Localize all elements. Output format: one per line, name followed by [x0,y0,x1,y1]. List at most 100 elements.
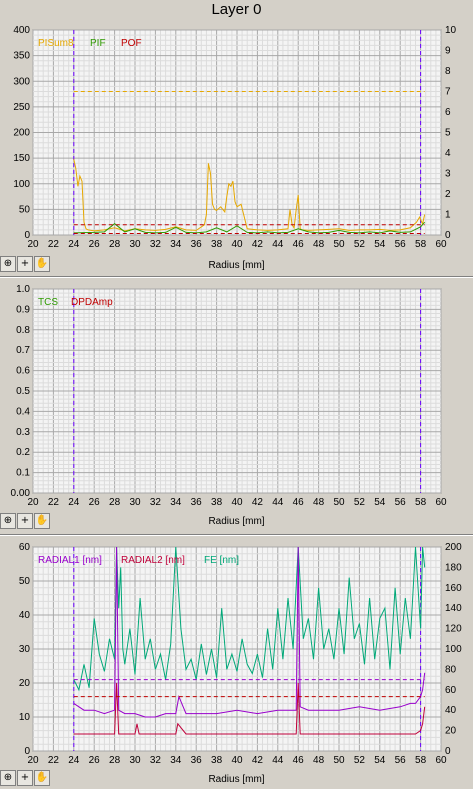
y2-tick-label: 10 [445,25,457,36]
chart-toolbar: ⊕ + ✋ [0,513,50,529]
chart-panel-pi: 20 22 24 26 28 30 32 34 36 38 40 42 44 46 48 50 52 54 56 58… [0,20,473,272]
y-tick-label: 200 [13,128,30,139]
y-tick-label: 50 [19,576,31,587]
y-tick-label: 0.3 [16,427,30,438]
x-tick-label: 40 [231,497,243,508]
x-tick-label: 58 [415,497,427,508]
legend-entry: PIF [90,38,106,49]
y2-tick-label: 6 [445,107,451,118]
series-line [73,221,426,234]
y-tick-label: 40 [19,610,31,621]
y-tick-label: 400 [13,25,30,36]
y-tick-label: 250 [13,102,30,113]
x-tick-label: 38 [211,239,223,250]
x-tick-label: 46 [293,755,305,766]
x-tick-label: 32 [150,755,162,766]
x-tick-label: 58 [415,755,427,766]
x-tick-label: 36 [191,755,203,766]
y-tick-label: 0.2 [16,447,30,458]
y-tick-label: 300 [13,76,30,87]
x-tick-label: 38 [211,497,223,508]
x-tick-label: 36 [191,239,203,250]
y-tick-label: 30 [19,644,31,655]
hand-icon[interactable]: ✋ [34,770,50,786]
y2-tick-label: 80 [445,664,457,675]
x-tick-label: 46 [293,239,305,250]
x-axis-label: Radius [mm] [208,516,265,527]
series-line [73,159,426,232]
zoom-icon[interactable]: ⊕ [0,256,16,272]
x-tick-label: 50 [333,755,345,766]
panel-divider [0,534,473,536]
y2-tick-label: 4 [445,148,451,159]
x-tick-label: 30 [129,239,141,250]
pi-chart[interactable]: 20 22 24 26 28 30 32 34 36 38 40 42 44 46 48 50 52 54 56 58… [0,20,473,252]
x-tick-label: 52 [354,497,366,508]
x-tick-label: 52 [354,755,366,766]
x-tick-label: 40 [231,239,243,250]
zoom-icon[interactable]: ⊕ [0,513,16,529]
x-tick-label: 60 [435,755,447,766]
y-tick-label: 0.9 [16,304,30,315]
y-tick-label: 0.5 [16,386,30,397]
x-tick-label: 56 [395,755,407,766]
y2-tick-label: 3 [445,169,451,180]
y2-tick-label: 140 [445,603,462,614]
tcs-chart[interactable]: 20 22 24 26 28 30 32 34 36 38 40 42 44 46 48 50 52 54 56 58… [0,279,473,511]
legend-entry: DPDAmp [71,297,113,308]
x-tick-label: 50 [333,497,345,508]
hand-icon[interactable]: ✋ [34,256,50,272]
x-tick-label: 34 [170,497,182,508]
x-tick-label: 22 [48,497,60,508]
x-tick-label: 50 [333,239,345,250]
crosshair-icon[interactable]: + [17,513,33,529]
series-line [73,682,426,735]
x-axis-label: Radius [mm] [208,260,265,271]
x-tick-label: 56 [395,239,407,250]
x-tick-label: 38 [211,755,223,766]
legend-entry: RADIAL1 [nm] [38,555,102,566]
x-tick-label: 48 [313,755,325,766]
x-tick-label: 22 [48,239,60,250]
x-tick-label: 60 [435,239,447,250]
x-tick-label: 54 [374,239,386,250]
x-tick-label: 44 [272,755,284,766]
y-tick-label: 0 [24,230,30,241]
radial-chart[interactable]: 20 22 24 26 28 30 32 34 36 38 40 42 44 46 48 50 52 54 56 58… [0,537,473,773]
x-tick-label: 58 [415,239,427,250]
x-tick-label: 24 [68,755,80,766]
x-tick-label: 20 [27,755,39,766]
x-tick-label: 34 [170,755,182,766]
x-tick-label: 48 [313,239,325,250]
x-tick-label: 40 [231,755,243,766]
y2-tick-label: 180 [445,562,462,573]
window-title: Layer 0 [211,1,262,18]
x-tick-label: 24 [68,497,80,508]
y2-tick-label: 60 [445,685,457,696]
x-tick-label: 44 [272,239,284,250]
y-tick-label: 20 [19,678,31,689]
y2-tick-label: 100 [445,644,462,655]
x-tick-label: 48 [313,497,325,508]
legend-entry: POF [121,38,142,49]
x-tick-label: 54 [374,755,386,766]
y2-tick-label: 5 [445,128,451,139]
x-tick-label: 28 [109,497,121,508]
x-tick-label: 56 [395,497,407,508]
x-tick-label: 28 [109,239,121,250]
crosshair-icon[interactable]: + [17,256,33,272]
x-tick-label: 26 [89,755,101,766]
x-tick-label: 36 [191,497,203,508]
zoom-icon[interactable]: ⊕ [0,770,16,786]
y2-tick-label: 160 [445,583,462,594]
y-tick-label: 0.1 [16,468,30,479]
x-tick-label: 22 [48,755,60,766]
x-axis-label: Radius [mm] [208,774,265,785]
chart-toolbar: ⊕ + ✋ [0,256,50,272]
hand-icon[interactable]: ✋ [34,513,50,529]
legend-entry: RADIAL2 [nm] [121,555,185,566]
series-line [73,546,426,718]
crosshair-icon[interactable]: + [17,770,33,786]
y-tick-label: 350 [13,51,30,62]
x-tick-label: 28 [109,755,121,766]
